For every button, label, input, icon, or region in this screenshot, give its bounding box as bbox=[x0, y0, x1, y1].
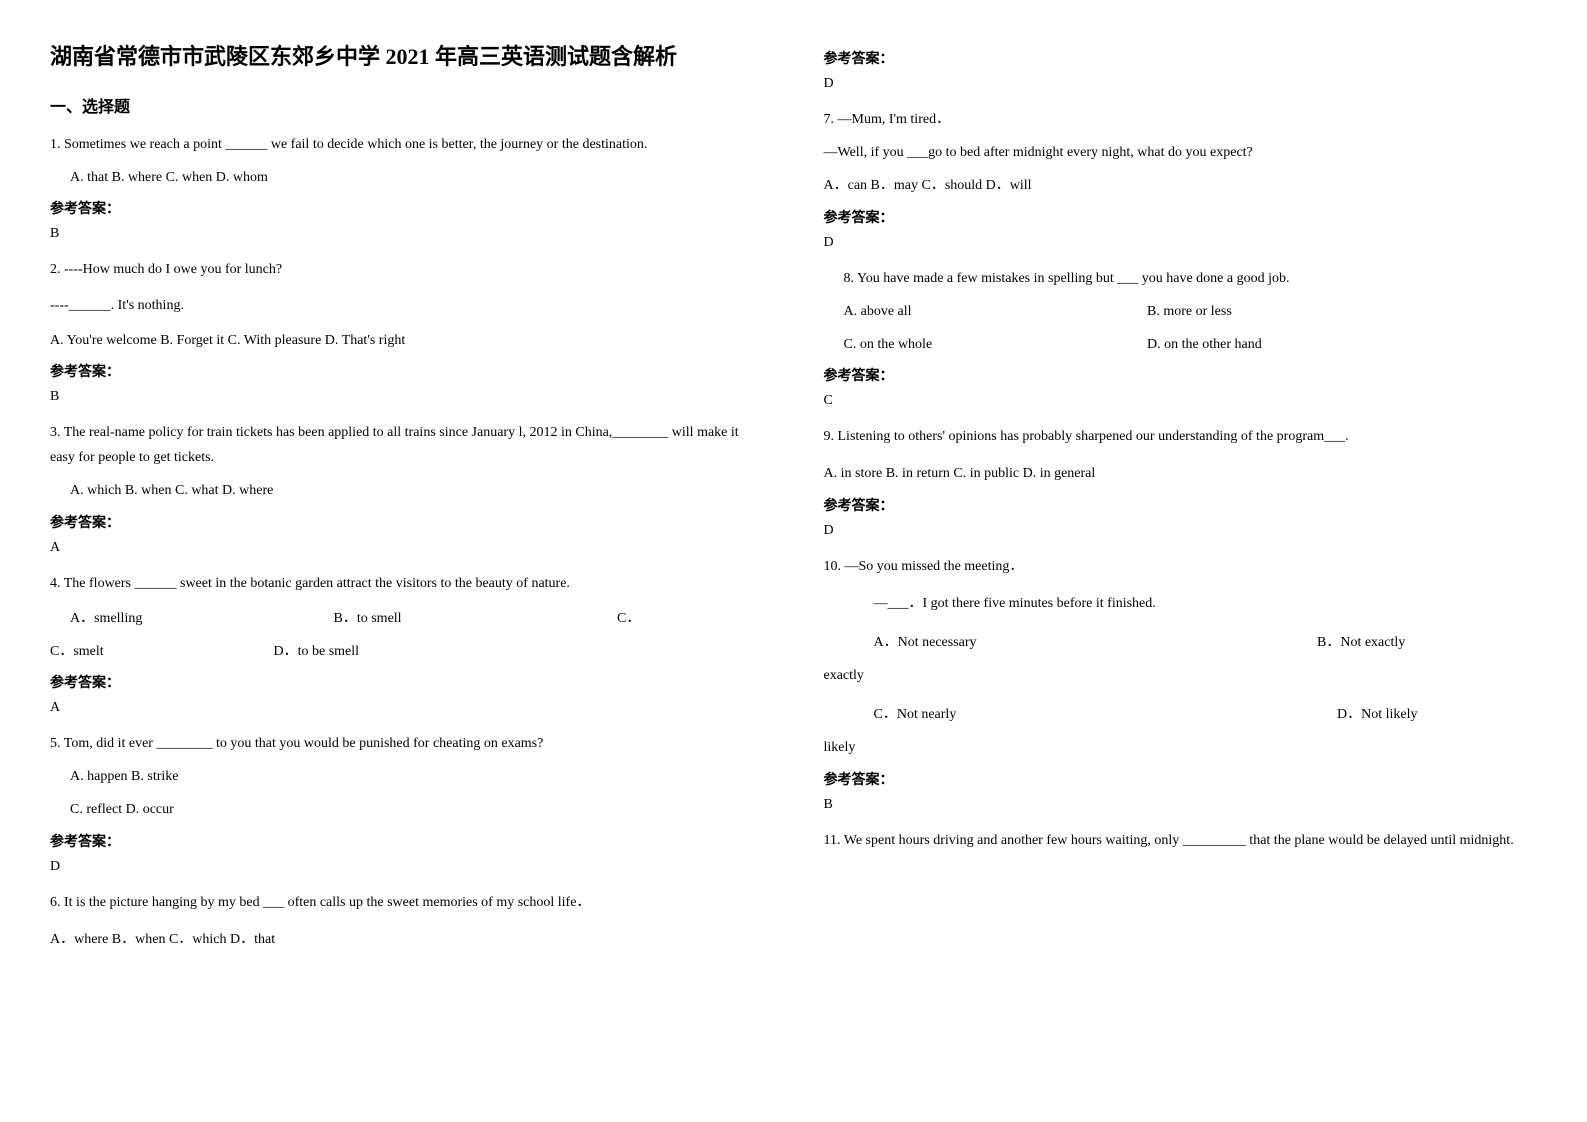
q3-options: A. which B. when C. what D. where bbox=[50, 478, 764, 503]
page-container: 湖南省常德市市武陵区东郊乡中学 2021 年高三英语测试题含解析 一、选择题 1… bbox=[50, 40, 1537, 962]
q10-opt-c: C．Not nearly bbox=[874, 702, 1334, 727]
q9-answer-label: 参考答案： bbox=[824, 495, 1538, 515]
q10-line2: —___．I got there five minutes before it … bbox=[824, 591, 1538, 616]
q4-opt-b: B．to smell bbox=[334, 606, 614, 631]
q8-opts-line2: C. on the whole D. on the other hand bbox=[824, 332, 1538, 357]
q4-opt-c-prefix: C． bbox=[617, 611, 640, 626]
q2-line2: ----______. It's nothing. bbox=[50, 293, 764, 318]
left-column: 湖南省常德市市武陵区东郊乡中学 2021 年高三英语测试题含解析 一、选择题 1… bbox=[50, 40, 764, 962]
q8-opt-d: D. on the other hand bbox=[1147, 337, 1262, 352]
question-1: 1. Sometimes we reach a point ______ we … bbox=[50, 132, 764, 242]
question-2: 2. ----How much do I owe you for lunch? … bbox=[50, 257, 764, 405]
q1-answer: B bbox=[50, 226, 764, 242]
q9-options: A. in store B. in return C. in public D.… bbox=[824, 461, 1538, 486]
q5-opt-line1: A. happen B. strike bbox=[50, 764, 764, 789]
q1-answer-label: 参考答案： bbox=[50, 198, 764, 218]
q5-answer-label: 参考答案： bbox=[50, 831, 764, 851]
section-heading: 一、选择题 bbox=[50, 93, 764, 117]
q10-opt-d: D．Not likely bbox=[1337, 707, 1418, 722]
q10-opts-line1: A．Not necessary B．Not exactly bbox=[824, 630, 1538, 655]
q4-text: 4. The flowers ______ sweet in the botan… bbox=[50, 571, 764, 596]
q2-options: A. You're welcome B. Forget it C. With p… bbox=[50, 328, 764, 353]
question-10: 10. —So you missed the meeting． —___．I g… bbox=[824, 554, 1538, 813]
q8-text: 8. You have made a few mistakes in spell… bbox=[824, 266, 1538, 291]
q10-opt-b-word: exactly bbox=[824, 663, 1538, 688]
q7-options: A．can B．may C．should D．will bbox=[824, 173, 1538, 198]
q8-opt-a: A. above all bbox=[844, 299, 1144, 324]
question-11: 11. We spent hours driving and another f… bbox=[824, 828, 1538, 853]
question-3: 3. The real-name policy for train ticket… bbox=[50, 420, 764, 556]
q4-opt-a: A．smelling bbox=[50, 606, 330, 631]
q7-answer-label: 参考答案： bbox=[824, 207, 1538, 227]
q3-text: 3. The real-name policy for train ticket… bbox=[50, 420, 764, 470]
q5-text: 5. Tom, did it ever ________ to you that… bbox=[50, 731, 764, 756]
q2-answer-label: 参考答案： bbox=[50, 361, 764, 381]
question-5: 5. Tom, did it ever ________ to you that… bbox=[50, 731, 764, 875]
q6-answer-label: 参考答案： bbox=[824, 48, 1538, 68]
q1-text: 1. Sometimes we reach a point ______ we … bbox=[50, 132, 764, 157]
q4-opt-c: C．smelt bbox=[50, 639, 270, 664]
q10-line1: 10. —So you missed the meeting． bbox=[824, 554, 1538, 579]
question-6: 6. It is the picture hanging by my bed _… bbox=[50, 890, 764, 952]
q2-line1: 2. ----How much do I owe you for lunch? bbox=[50, 257, 764, 282]
q7-answer: D bbox=[824, 235, 1538, 251]
q10-opt-d-word: likely bbox=[824, 735, 1538, 760]
question-8: 8. You have made a few mistakes in spell… bbox=[824, 266, 1538, 410]
q6-options: A．where B．when C．which D．that bbox=[50, 927, 764, 952]
q4-opt-d: D．to be smell bbox=[274, 644, 360, 659]
q1-options: A. that B. where C. when D. whom bbox=[50, 165, 764, 190]
q11-text: 11. We spent hours driving and another f… bbox=[824, 828, 1538, 853]
q6-text: 6. It is the picture hanging by my bed _… bbox=[50, 890, 764, 915]
q9-answer: D bbox=[824, 523, 1538, 539]
page-title: 湖南省常德市市武陵区东郊乡中学 2021 年高三英语测试题含解析 bbox=[50, 40, 764, 73]
q10-opts-line2: C．Not nearly D．Not likely bbox=[824, 702, 1538, 727]
q7-line1: 7. —Mum, I'm tired． bbox=[824, 107, 1538, 132]
q4-answer: A bbox=[50, 700, 764, 716]
q5-answer: D bbox=[50, 859, 764, 875]
q10-answer-label: 参考答案： bbox=[824, 769, 1538, 789]
q4-options-line1: A．smelling B．to smell C． bbox=[50, 606, 764, 631]
q8-answer: C bbox=[824, 393, 1538, 409]
question-7: 7. —Mum, I'm tired． —Well, if you ___go … bbox=[824, 107, 1538, 251]
q10-opt-a: A．Not necessary bbox=[874, 630, 1314, 655]
q8-opt-b: B. more or less bbox=[1147, 304, 1232, 319]
q3-answer-label: 参考答案： bbox=[50, 512, 764, 532]
q8-answer-label: 参考答案： bbox=[824, 365, 1538, 385]
question-4: 4. The flowers ______ sweet in the botan… bbox=[50, 571, 764, 717]
q4-answer-label: 参考答案： bbox=[50, 672, 764, 692]
q10-opt-b: B．Not exactly bbox=[1317, 635, 1405, 650]
q8-opts-line1: A. above all B. more or less bbox=[824, 299, 1538, 324]
q5-opt-line2: C. reflect D. occur bbox=[50, 797, 764, 822]
q3-answer: A bbox=[50, 540, 764, 556]
q2-answer: B bbox=[50, 389, 764, 405]
q7-line2: —Well, if you ___go to bed after midnigh… bbox=[824, 140, 1538, 165]
question-9: 9. Listening to others' opinions has pro… bbox=[824, 424, 1538, 538]
right-column: 参考答案： D 7. —Mum, I'm tired． —Well, if yo… bbox=[824, 40, 1538, 962]
q4-options-line2: C．smelt D．to be smell bbox=[50, 639, 764, 664]
q10-answer: B bbox=[824, 797, 1538, 813]
q8-opt-c: C. on the whole bbox=[844, 332, 1144, 357]
q9-text: 9. Listening to others' opinions has pro… bbox=[824, 424, 1538, 449]
q6-answer: D bbox=[824, 76, 1538, 92]
